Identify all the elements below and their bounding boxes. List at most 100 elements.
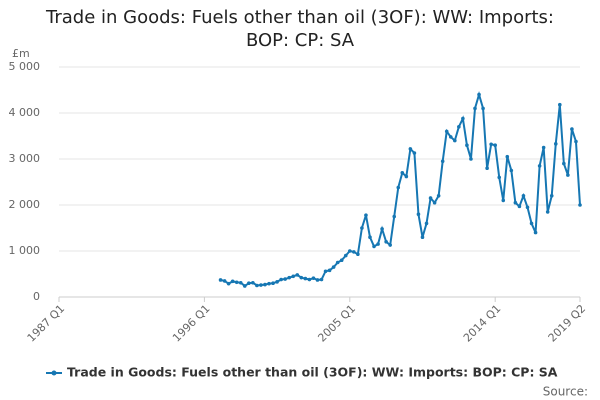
y-tick-label: 3 000 [9, 152, 41, 165]
point [392, 214, 397, 219]
point [372, 244, 376, 249]
point [255, 283, 259, 288]
point [509, 168, 514, 173]
point [436, 194, 441, 198]
point [404, 174, 409, 179]
point [347, 249, 352, 253]
point [222, 279, 227, 283]
point [234, 280, 239, 285]
point [230, 279, 235, 284]
y-unit: £m [12, 47, 30, 60]
point [343, 253, 348, 258]
x-tick-label: 2014 Q1 [461, 302, 504, 345]
point [481, 106, 485, 111]
point [541, 145, 546, 150]
point [303, 276, 308, 281]
point [368, 235, 372, 239]
point [452, 138, 457, 143]
point [299, 275, 304, 280]
point [356, 252, 360, 257]
point [525, 205, 530, 210]
point [553, 142, 558, 146]
point [408, 147, 413, 151]
point [493, 143, 497, 147]
point [529, 221, 534, 226]
point [352, 250, 356, 254]
point [440, 159, 445, 164]
point [465, 143, 469, 147]
point [339, 258, 344, 263]
x-tick-label: 1987 Q1 [25, 302, 68, 345]
point [295, 273, 300, 277]
point [360, 226, 364, 230]
point [259, 283, 263, 287]
point [533, 230, 538, 235]
point [574, 139, 578, 144]
point [416, 212, 421, 216]
y-tick-label: 4 000 [9, 106, 41, 119]
point [396, 185, 401, 190]
point [400, 171, 405, 175]
chart-title: Trade in Goods: Fuels other than oil (3O… [46, 7, 554, 51]
point [505, 154, 510, 159]
point [376, 242, 380, 246]
point [327, 268, 332, 273]
point [307, 277, 312, 282]
point [412, 151, 417, 155]
point [319, 277, 324, 282]
point [489, 142, 493, 147]
point [428, 196, 433, 200]
point [578, 203, 582, 207]
legend-label: Trade in Goods: Fuels other than oil (3O… [67, 365, 558, 380]
point [549, 194, 554, 198]
point [457, 125, 461, 129]
point [242, 284, 247, 288]
point [497, 175, 502, 180]
point [218, 278, 223, 282]
point [247, 281, 251, 286]
x-tick-label: 2005 Q1 [315, 302, 358, 345]
point [251, 280, 255, 285]
y-tick-label: 1 000 [9, 244, 41, 257]
legend-item: Trade in Goods: Fuels other than oil (3O… [46, 365, 558, 380]
point [537, 164, 542, 168]
point [477, 92, 481, 97]
point [461, 116, 465, 121]
point [420, 235, 425, 239]
point [279, 277, 283, 282]
point [238, 280, 243, 285]
point [473, 106, 477, 111]
y-tick-label: 5 000 [9, 60, 41, 73]
point [469, 157, 473, 161]
point [545, 210, 550, 214]
point [315, 278, 320, 282]
x-tick-label: 2019 Q2 [546, 302, 589, 345]
point [335, 260, 340, 265]
point [384, 240, 388, 244]
point [311, 276, 316, 280]
series-line [220, 91, 581, 288]
point [444, 129, 449, 134]
point [501, 198, 506, 203]
point [513, 200, 518, 205]
point [275, 280, 279, 284]
point [388, 243, 392, 247]
point [570, 127, 574, 131]
point [562, 161, 566, 166]
legend-marker [51, 370, 57, 376]
point [364, 213, 368, 217]
source: Source: [543, 385, 588, 399]
point [283, 277, 287, 281]
point [323, 269, 328, 274]
y-tick-label: 0 [33, 290, 40, 303]
point [291, 274, 296, 279]
point [287, 275, 292, 280]
point [380, 227, 384, 231]
y-tick-label: 2 000 [9, 198, 41, 211]
point [267, 281, 271, 286]
point [558, 102, 562, 107]
point [331, 265, 336, 269]
point [517, 204, 522, 209]
